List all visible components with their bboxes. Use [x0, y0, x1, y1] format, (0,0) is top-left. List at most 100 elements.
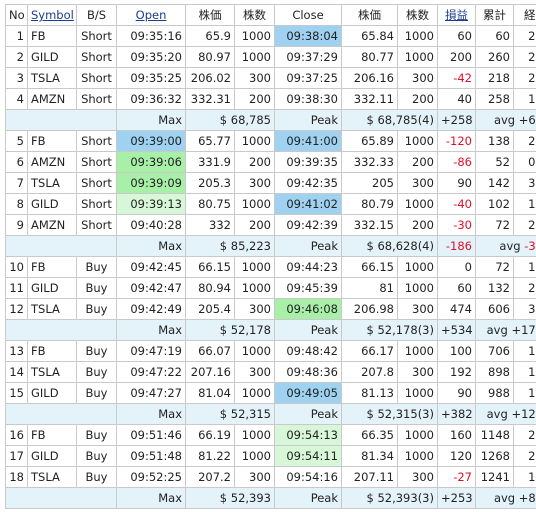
close-time-cell: 09:48:42 [274, 340, 342, 362]
close-price-cell: 207.8 [341, 361, 398, 383]
col-elapsed-header: 経過 [513, 4, 536, 26]
open-time-cell: 09:39:00 [116, 130, 186, 152]
symbol-cell: FB [27, 424, 77, 446]
summary-pnl: -186 [437, 235, 476, 257]
elapsed-cell: 3:26 [513, 172, 536, 194]
close-price-cell: 206.16 [341, 67, 398, 89]
close-time-cell: 09:39:35 [274, 151, 342, 173]
open-price-cell: 65.77 [185, 130, 235, 152]
summary-max-value: $ 52,178 [185, 319, 275, 341]
summary-avg-label: avg [499, 239, 525, 253]
cumulative-cell: 1148 [475, 424, 514, 446]
close-time-cell: 09:46:08 [274, 298, 342, 320]
elapsed-cell: 2:00 [513, 130, 536, 152]
col-no-header: No [5, 4, 28, 26]
elapsed-cell: 1:51 [513, 466, 536, 488]
trade-number: 15 [5, 382, 28, 404]
pnl-cell: 60 [437, 25, 476, 47]
summary-pnl: +534 [437, 319, 476, 341]
table-row: 11 GILD Buy 09:42:47 80.94 1000 09:45:39 81 1000… [5, 277, 536, 299]
cumulative-cell: 606 [475, 298, 514, 320]
open-qty-cell: 200 [234, 214, 275, 236]
summary-peak-value: $ 52,178(3) [341, 319, 438, 341]
summary-avg-label: avg [493, 491, 519, 505]
trade-number: 7 [5, 172, 28, 194]
table-row: 14 TSLA Buy 09:47:22 207.16 300 09:48:36 207.8 3… [5, 361, 536, 383]
open-qty-cell: 300 [234, 466, 275, 488]
summary-pnl: +382 [437, 403, 476, 425]
open-qty-cell: 200 [234, 88, 275, 110]
summary-pnl: +253 [437, 487, 476, 509]
close-qty-cell: 200 [397, 151, 438, 173]
table-row: 2 GILD Short 09:35:20 80.97 1000 09:37:29 80.77… [5, 46, 536, 68]
open-qty-cell: 300 [234, 361, 275, 383]
side-cell: Short [76, 67, 117, 89]
open-price-cell: 331.9 [185, 151, 235, 173]
side-cell: Buy [76, 298, 117, 320]
cumulative-cell: 142 [475, 172, 514, 194]
close-time-cell: 09:54:13 [274, 424, 342, 446]
summary-avg-label: avg [493, 113, 519, 127]
elapsed-cell: 2:00 [513, 67, 536, 89]
trade-number: 12 [5, 298, 28, 320]
close-qty-cell: 1000 [397, 193, 438, 215]
open-qty-cell: 1000 [234, 382, 275, 404]
trade-number: 4 [5, 88, 28, 110]
elapsed-cell: 0:29 [513, 151, 536, 173]
elapsed-cell: 2:09 [513, 46, 536, 68]
summary-max-value: $ 85,223 [185, 235, 275, 257]
elapsed-cell: 3:19 [513, 298, 536, 320]
cumulative-cell: 132 [475, 277, 514, 299]
close-time-cell: 09:44:23 [274, 256, 342, 278]
close-qty-cell: 1000 [397, 277, 438, 299]
elapsed-cell: 1:38 [513, 382, 536, 404]
col-symbol-header[interactable]: Symbol [27, 4, 77, 26]
close-time-cell: 09:42:35 [274, 172, 342, 194]
summary-peak-value: $ 52,393(3) [341, 487, 438, 509]
open-qty-cell: 1000 [234, 46, 275, 68]
table-row: 8 GILD Short 09:39:13 80.75 1000 09:41:02 80.79… [5, 193, 536, 215]
summary-avg-label: avg [486, 407, 512, 421]
symbol-cell: TSLA [27, 298, 77, 320]
symbol-cell: GILD [27, 277, 77, 299]
summary-max-label: Max [116, 109, 186, 131]
elapsed-cell: 1:14 [513, 361, 536, 383]
close-time-cell: 09:49:05 [274, 382, 342, 404]
side-cell: Buy [76, 277, 117, 299]
close-price-cell: 65.84 [341, 25, 398, 47]
summary-peak-label: Peak [274, 319, 342, 341]
symbol-cell: TSLA [27, 172, 77, 194]
table-row: 6 AMZN Short 09:39:06 331.9 200 09:39:35 332.33… [5, 151, 536, 173]
elapsed-cell: 1:58 [513, 88, 536, 110]
open-qty-cell: 1000 [234, 25, 275, 47]
table-row: 12 TSLA Buy 09:42:49 205.4 300 09:46:08 206.98 3… [5, 298, 536, 320]
side-cell: Short [76, 88, 117, 110]
close-time-cell: 09:48:36 [274, 361, 342, 383]
trade-number: 3 [5, 67, 28, 89]
open-qty-cell: 1000 [234, 130, 275, 152]
col-open-header[interactable]: Open [116, 4, 186, 26]
side-cell: Short [76, 172, 117, 194]
side-cell: Short [76, 151, 117, 173]
open-time-cell: 09:51:46 [116, 424, 186, 446]
side-cell: Buy [76, 256, 117, 278]
cumulative-cell: 102 [475, 193, 514, 215]
open-price-cell: 81.04 [185, 382, 235, 404]
cumulative-cell: 52 [475, 151, 514, 173]
open-time-cell: 09:36:32 [116, 88, 186, 110]
table-row: 10 FB Buy 09:42:45 66.15 1000 09:44:23 66.15 100… [5, 256, 536, 278]
summary-avg: avg +64.5 [475, 109, 536, 131]
close-qty-cell: 300 [397, 466, 438, 488]
open-price-cell: 81.22 [185, 445, 235, 467]
open-time-cell: 09:42:47 [116, 277, 186, 299]
close-time-cell: 09:54:11 [274, 445, 342, 467]
col-pnl-header[interactable]: 損益 [437, 4, 476, 26]
summary-max-label: Max [116, 235, 186, 257]
open-price-cell: 207.2 [185, 466, 235, 488]
summary-max-value: $ 52,315 [185, 403, 275, 425]
open-price-cell: 66.19 [185, 424, 235, 446]
open-qty-cell: 300 [234, 298, 275, 320]
trade-rows: 1 FB Short 09:35:16 65.9 1000 09:38:04 65.84 100… [5, 25, 536, 509]
open-price-cell: 80.75 [185, 193, 235, 215]
